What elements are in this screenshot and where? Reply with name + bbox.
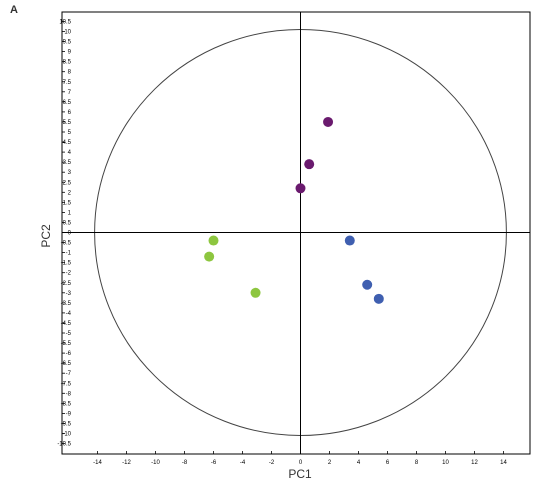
y-tick-label: -10 (62, 432, 71, 438)
y-tick-label: -10.5 (57, 442, 71, 448)
y-tick-label: -4 (66, 311, 72, 317)
y-tick-label: -8 (66, 391, 72, 397)
y-tick-label: -1.5 (61, 261, 72, 267)
y-axis-title: PC2 (39, 224, 53, 248)
y-tick-label: 2 (68, 190, 72, 196)
y-tick-label: -8.5 (61, 401, 72, 407)
y-tick-label: -2 (66, 271, 72, 277)
y-tick-label: 0.5 (63, 220, 72, 226)
x-tick-label: -6 (211, 460, 217, 466)
data-point (373, 293, 384, 304)
y-tick-label: -7.5 (61, 381, 72, 387)
y-tick-label: -1 (66, 251, 72, 257)
y-tick-label: -0.5 (61, 241, 72, 247)
x-tick-label: -10 (151, 460, 160, 466)
y-tick-label: -6 (66, 351, 72, 357)
x-tick-label: -4 (240, 460, 246, 466)
data-point (208, 235, 219, 246)
y-tick-label: 3.5 (63, 160, 72, 166)
y-tick-label: 9.5 (63, 40, 72, 46)
y-tick-label: 4.5 (63, 140, 72, 146)
x-axis-ticks: -14 -12 -10 -8 -6 -4 -2 0 2 4 6 8 10 12 14 (93, 451, 507, 466)
data-point (304, 159, 315, 170)
x-tick-label: 10 (442, 460, 449, 466)
y-tick-label: -3.5 (61, 301, 72, 307)
y-tick-label: 5 (68, 130, 72, 136)
panel-label: A (10, 4, 18, 16)
data-point (362, 279, 373, 290)
data-point (323, 116, 334, 127)
data-point (204, 251, 215, 262)
y-tick-label: 7.5 (63, 80, 72, 86)
data-point (250, 287, 261, 298)
x-tick-label: 0 (299, 460, 303, 466)
y-tick-label: 6.5 (63, 100, 72, 106)
x-tick-label: -14 (93, 460, 102, 466)
y-tick-label: 3 (68, 170, 72, 176)
data-point (295, 183, 306, 194)
x-tick-label: 8 (415, 460, 419, 466)
y-tick-label: 7 (68, 90, 72, 96)
x-tick-label: 14 (500, 460, 507, 466)
y-tick-label: 6 (68, 110, 72, 116)
data-point (344, 235, 355, 246)
y-tick-label: 8.5 (63, 60, 72, 66)
y-tick-label: -4.5 (61, 321, 72, 327)
y-tick-label: -3 (66, 291, 72, 297)
y-tick-label: -6.5 (61, 361, 72, 367)
x-axis-title: PC1 (288, 467, 312, 481)
y-tick-label: 10.5 (59, 19, 71, 25)
y-tick-label: 1.5 (63, 200, 72, 206)
x-tick-label: 4 (357, 460, 361, 466)
y-tick-label: 0 (68, 231, 72, 237)
x-tick-label: 6 (386, 460, 390, 466)
y-tick-label: 4 (68, 150, 72, 156)
x-tick-label: 2 (328, 460, 332, 466)
y-tick-label: 1 (68, 210, 72, 216)
y-tick-label: -7 (66, 371, 72, 377)
x-tick-label: -12 (122, 460, 131, 466)
y-tick-label: -2.5 (61, 281, 72, 287)
y-tick-label: 10 (64, 30, 71, 36)
x-tick-label: 12 (471, 460, 478, 466)
y-tick-label: -9 (66, 411, 72, 417)
y-tick-label: -5 (66, 331, 72, 337)
y-tick-label: 8 (68, 70, 72, 76)
x-tick-label: -8 (182, 460, 188, 466)
y-tick-label: 5.5 (63, 120, 72, 126)
y-axis-ticks: 10.5109.598.587.576.565.554.543.532.521.… (57, 19, 71, 447)
data-points (204, 116, 384, 304)
y-tick-label: -9.5 (61, 421, 72, 427)
x-tick-label: -2 (269, 460, 275, 466)
y-tick-label: -5.5 (61, 341, 72, 347)
y-tick-label: 2.5 (63, 180, 72, 186)
y-tick-label: 9 (68, 50, 72, 56)
